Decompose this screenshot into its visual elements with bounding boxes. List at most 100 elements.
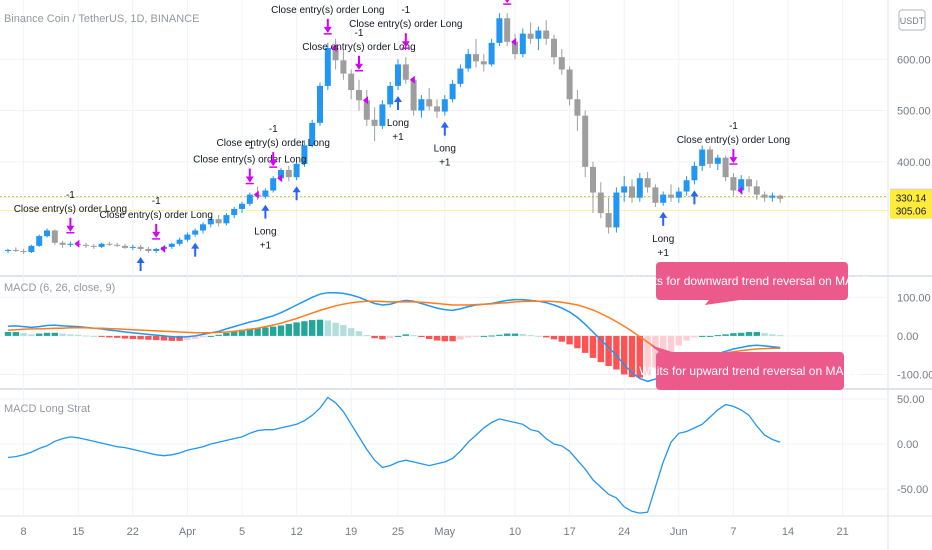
histogram-bar bbox=[285, 323, 292, 336]
price-pane[interactable] bbox=[0, 0, 888, 275]
macd-histogram bbox=[4, 319, 784, 378]
histogram-bar bbox=[332, 322, 339, 336]
candle-body bbox=[67, 243, 74, 245]
candle-body bbox=[590, 166, 596, 193]
histogram-bar bbox=[355, 331, 363, 336]
price-badge bbox=[890, 202, 932, 219]
macd-title[interactable]: MACD (6, 26, close, 9) bbox=[4, 282, 115, 294]
exit-label: Close entry(s) order Long bbox=[14, 204, 127, 215]
time-axis-labels: 8 15 22 Apr 5 12 19 25 May 10 17 24 Jun 7 14 21 bbox=[21, 526, 849, 538]
candle-body bbox=[410, 79, 417, 111]
candle-body bbox=[551, 38, 557, 58]
candle-body bbox=[543, 30, 550, 39]
histogram-bar bbox=[371, 335, 378, 339]
strat-line bbox=[7, 396, 781, 514]
histogram-bar bbox=[722, 334, 729, 336]
histogram-bar bbox=[496, 334, 503, 336]
exit-marker bbox=[511, 37, 517, 46]
histogram-bar bbox=[28, 334, 35, 336]
exit-label: Close entry(s) order Long bbox=[677, 135, 790, 146]
histogram-bar bbox=[613, 335, 620, 370]
histogram-bar bbox=[550, 335, 558, 340]
candle-body bbox=[699, 149, 706, 166]
candle-body bbox=[449, 83, 456, 100]
macd-lines bbox=[7, 291, 781, 383]
callout-upward-text: Waits for upward trend reversal on MACD bbox=[639, 364, 861, 378]
exit-marker bbox=[74, 239, 80, 248]
exit-label: Close entry(s) order Long bbox=[193, 155, 306, 166]
histogram-bar bbox=[324, 320, 331, 336]
histogram-bar bbox=[543, 335, 550, 338]
symbol-title[interactable]: Binance Coin / TetherUS, 1D, BINANCE bbox=[4, 13, 199, 25]
histogram-bar bbox=[660, 335, 667, 360]
histogram-bar bbox=[82, 335, 90, 337]
candle-body bbox=[12, 249, 19, 251]
histogram-bar bbox=[262, 327, 269, 336]
candle-body bbox=[270, 178, 277, 191]
candle-body bbox=[457, 68, 464, 84]
strat-series-line bbox=[7, 396, 781, 514]
histogram-bar bbox=[168, 335, 175, 341]
currency-button[interactable] bbox=[898, 9, 926, 31]
candle-body bbox=[278, 169, 284, 179]
candle-body bbox=[317, 85, 323, 123]
price-axis-labels: 600.00 500.00 400.00 100.00 0.00 -100.00 50.00… bbox=[897, 54, 932, 496]
candle-body bbox=[90, 245, 97, 247]
histogram-bar bbox=[20, 333, 27, 336]
time-axis-tick: 14 bbox=[782, 526, 794, 538]
price-axis-tick: 0.00 bbox=[897, 331, 918, 343]
histogram-bar bbox=[316, 319, 324, 336]
histogram-bar bbox=[363, 335, 370, 337]
candle-body bbox=[168, 243, 175, 247]
candle-body bbox=[683, 180, 690, 192]
histogram-bar bbox=[527, 335, 534, 337]
candle-body bbox=[5, 249, 11, 251]
candle-body bbox=[387, 85, 394, 105]
price-badge-value: 330.14 bbox=[896, 194, 927, 205]
candle-body bbox=[83, 244, 89, 246]
histogram-bar bbox=[75, 334, 82, 336]
histogram-bar bbox=[472, 335, 480, 337]
price-axis-tick: 100.00 bbox=[897, 292, 931, 304]
candle-body bbox=[707, 149, 713, 164]
candle-body bbox=[668, 194, 674, 198]
histogram-bar bbox=[145, 335, 152, 340]
exit-arrow-head bbox=[505, 0, 510, 4]
candle-body bbox=[613, 192, 620, 228]
entry-arrow-head bbox=[136, 256, 145, 263]
histogram-bar bbox=[511, 333, 519, 336]
exit-label: -1 bbox=[401, 5, 410, 16]
histogram-bar bbox=[410, 335, 417, 337]
candle-body bbox=[496, 18, 503, 43]
histogram-bar bbox=[176, 335, 183, 341]
candle-body bbox=[738, 179, 745, 191]
time-axis-tick: 12 bbox=[290, 526, 302, 538]
histogram-bar bbox=[582, 335, 589, 353]
candle-body bbox=[324, 47, 331, 86]
price-axis-tick: -50.00 bbox=[897, 484, 928, 496]
exit-arrow-head bbox=[152, 231, 161, 238]
candle-body bbox=[769, 195, 776, 198]
histogram-bar bbox=[691, 335, 698, 338]
entry-label: +1 bbox=[657, 248, 669, 259]
candle-body bbox=[59, 242, 66, 245]
candle-body bbox=[363, 100, 370, 120]
candle-body bbox=[192, 230, 199, 235]
histogram-bar bbox=[137, 335, 144, 340]
histogram-bar bbox=[215, 334, 222, 336]
histogram-bar bbox=[184, 335, 191, 341]
exit-label: Close entry(s) order Long bbox=[349, 19, 462, 30]
exit-label: Close entry(s) order Long bbox=[217, 138, 330, 149]
candlestick-series bbox=[5, 13, 784, 255]
histogram-bar bbox=[238, 329, 246, 336]
candle-body bbox=[675, 191, 682, 198]
candle-body bbox=[566, 69, 573, 100]
strat-title[interactable]: MACD Long Strat bbox=[4, 403, 90, 415]
histogram-bar bbox=[738, 332, 745, 336]
time-axis-tick: Jun bbox=[670, 526, 688, 538]
time-axis-tick: 15 bbox=[72, 526, 84, 538]
histogram-bar bbox=[59, 333, 66, 336]
